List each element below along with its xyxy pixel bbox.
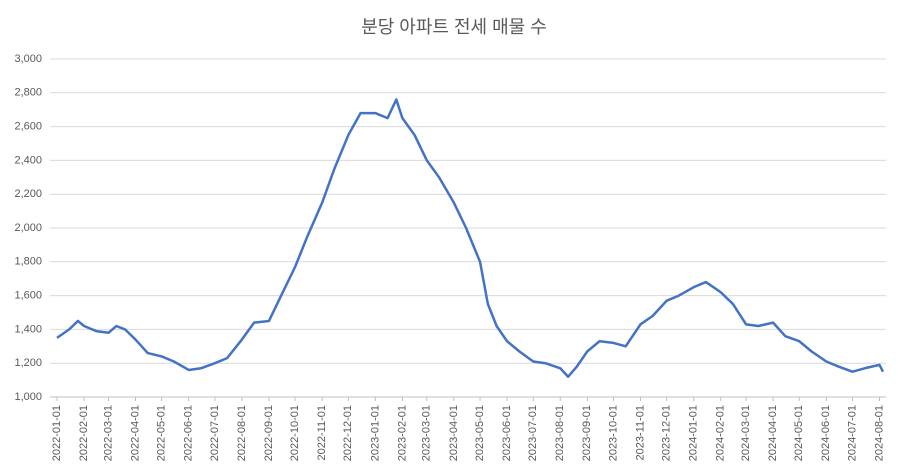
x-tick-label: 2022-09-01 [263,405,275,461]
x-tick-label: 2022-10-01 [289,405,301,461]
x-tick-label: 2023-12-01 [661,405,673,461]
y-tick-label: 1,200 [14,357,42,369]
x-tick-label: 2023-11-01 [634,405,646,460]
y-tick-label: 2,800 [14,87,42,99]
x-tick-label: 2023-09-01 [581,405,593,461]
x-tick-label: 2024-08-01 [873,405,885,461]
y-tick-label: 1,800 [14,256,42,268]
x-tick-label: 2022-06-01 [183,405,195,461]
x-tick-label: 2022-03-01 [102,405,114,461]
x-tick-label: 2022-08-01 [236,405,248,461]
chart-title: 분당 아파트 전세 매물 수 [361,17,547,37]
y-tick-label: 2,400 [14,154,42,166]
x-tick-label: 2023-02-01 [396,405,408,461]
y-tick-label: 1,000 [14,391,42,403]
x-tick-label: 2024-04-01 [767,405,779,461]
x-tick-label: 2022-02-01 [78,405,90,461]
y-tick-label: 2,000 [14,222,42,234]
x-tick-label: 2023-06-01 [501,405,513,461]
x-tick-label: 2024-01-01 [688,405,700,461]
x-tick-label: 2023-10-01 [607,405,619,461]
x-tick-label: 2022-12-01 [342,405,354,461]
y-tick-label: 2,200 [14,188,42,200]
x-tick-label: 2022-04-01 [129,405,141,461]
data-line [56,98,885,378]
y-tick-label: 1,600 [14,290,42,302]
x-tick-label: 2024-05-01 [793,405,805,461]
x-tick-label: 2024-06-01 [820,405,832,461]
x-tick-label: 2023-05-01 [474,405,486,461]
x-tick-label: 2022-01-01 [51,405,63,461]
x-tick-label: 2023-04-01 [448,405,460,461]
x-tick-label: 2024-02-01 [715,405,727,461]
x-tick-label: 2023-01-01 [369,405,381,461]
x-tick-label: 2023-07-01 [527,405,539,461]
x-tick-label: 2023-08-01 [554,405,566,461]
y-tick-label: 2,600 [14,121,42,133]
x-tick-label: 2022-07-01 [209,405,221,461]
y-tick-label: 3,000 [14,53,42,65]
x-tick-label: 2023-03-01 [421,405,433,461]
y-tick-label: 1,400 [14,323,42,335]
x-tick-label: 2024-07-01 [846,405,858,461]
x-tick-label: 2022-11-01 [316,405,328,460]
x-tick-label: 2022-05-01 [156,405,168,461]
x-tick-label: 2024-03-01 [740,405,752,461]
